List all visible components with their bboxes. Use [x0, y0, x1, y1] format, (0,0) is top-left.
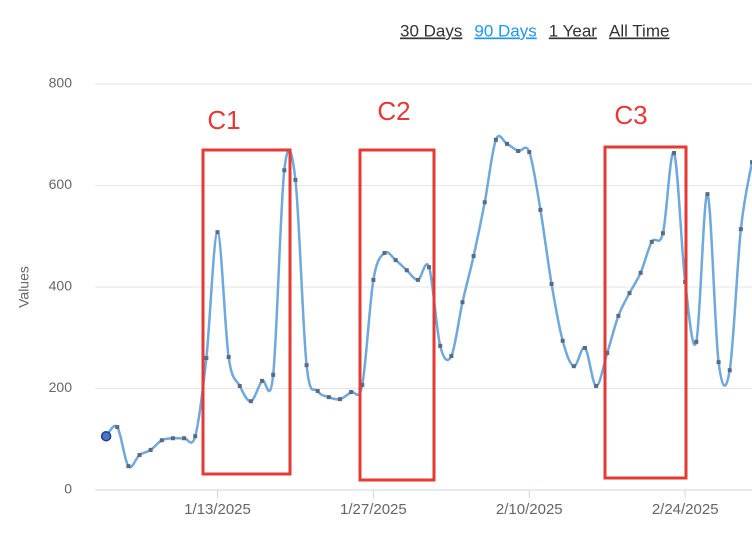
y-tick-label: 800 — [49, 75, 73, 91]
data-point — [582, 345, 587, 350]
data-point — [449, 354, 454, 359]
data-point — [326, 395, 331, 400]
data-point — [315, 389, 320, 394]
data-point — [170, 436, 175, 441]
data-point — [738, 227, 743, 232]
data-point — [716, 360, 721, 365]
x-tick-label: 1/13/2025 — [184, 501, 251, 518]
data-point — [126, 464, 131, 469]
data-point — [493, 137, 498, 142]
data-point — [482, 200, 487, 205]
annotation: C1 — [207, 105, 240, 135]
data-point — [115, 425, 120, 430]
y-tick-label: 400 — [49, 278, 73, 294]
data-point — [182, 436, 187, 441]
data-point — [100, 430, 112, 442]
data-point — [360, 382, 365, 387]
data-point — [237, 383, 242, 388]
data-point — [605, 350, 610, 355]
data-point — [382, 250, 387, 255]
data-point — [427, 265, 432, 270]
x-tick-label: 2/24/2025 — [652, 501, 719, 518]
data-point — [527, 150, 532, 155]
data-point — [672, 151, 677, 156]
y-tick-label: 600 — [49, 176, 73, 192]
data-point — [505, 141, 510, 146]
data-point — [148, 447, 153, 452]
data-point — [393, 258, 398, 263]
data-point — [349, 390, 354, 395]
y-tick-label: 0 — [64, 481, 72, 497]
data-point — [694, 339, 699, 344]
data-point — [571, 364, 576, 369]
data-point — [727, 368, 732, 373]
highlight-box — [201, 148, 292, 476]
data-point — [705, 192, 710, 197]
data-point — [549, 281, 554, 286]
data-point — [538, 207, 543, 212]
data-point — [215, 230, 220, 235]
data-point — [159, 438, 164, 443]
range-button[interactable]: All Time — [609, 21, 669, 40]
annotation: C2 — [377, 96, 410, 126]
data-point — [371, 277, 376, 282]
data-point — [193, 434, 198, 439]
data-point — [404, 268, 409, 273]
data-point — [293, 177, 298, 182]
range-button[interactable]: 1 Year — [549, 21, 598, 40]
data-point — [271, 372, 276, 377]
data-point — [248, 399, 253, 404]
data-point — [137, 452, 142, 457]
data-point — [471, 254, 476, 259]
data-point — [304, 363, 309, 368]
data-point — [204, 356, 209, 361]
data-point — [638, 270, 643, 275]
data-point — [438, 343, 443, 348]
data-point — [516, 148, 521, 153]
data-point — [750, 160, 752, 165]
x-tick-label: 1/27/2025 — [340, 501, 407, 518]
data-point — [660, 231, 665, 236]
highlight-box — [358, 148, 436, 482]
data-point — [260, 378, 265, 383]
y-tick-label: 200 — [49, 379, 73, 395]
range-button[interactable]: 30 Days — [400, 21, 462, 40]
data-point — [337, 397, 342, 402]
data-point — [226, 355, 231, 360]
x-tick-label: 2/10/2025 — [496, 501, 563, 518]
data-point — [415, 277, 420, 282]
data-point — [560, 338, 565, 343]
highlight-box — [603, 145, 688, 480]
data-point — [282, 168, 287, 173]
y-axis-label: Values — [16, 266, 32, 308]
data-point — [627, 291, 632, 296]
range-button[interactable]: 90 Days — [474, 21, 536, 40]
data-point — [649, 239, 654, 244]
data-point — [460, 300, 465, 305]
data-point — [616, 313, 621, 318]
annotation: C3 — [614, 100, 647, 130]
data-point — [594, 383, 599, 388]
